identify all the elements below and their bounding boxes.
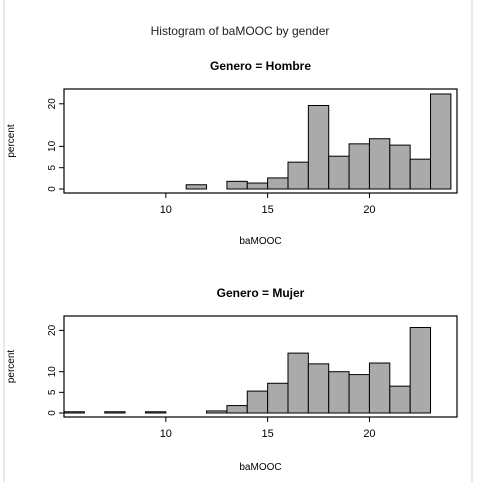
histogram-bar <box>409 158 432 190</box>
x-tick-label: 10 <box>160 428 172 440</box>
y-tick-label: 20 <box>47 324 58 336</box>
x-tick-label: 10 <box>160 204 172 216</box>
histogram-bar <box>328 371 350 414</box>
x-tick-label: 20 <box>363 428 375 440</box>
panel-title: Genero = Mujer <box>217 286 305 300</box>
histogram-bar <box>104 411 126 414</box>
histogram-bar <box>348 374 370 414</box>
histogram-bar <box>246 390 269 414</box>
panel-title: Genero = Hombre <box>210 59 311 73</box>
histogram-bar <box>368 138 391 190</box>
histogram-bar <box>348 143 370 190</box>
y-tick-label: 10 <box>47 366 58 378</box>
y-tick-label: 5 <box>47 164 58 170</box>
histogram-bar <box>328 155 350 190</box>
histogram-bar <box>226 405 248 414</box>
histogram-bar <box>307 363 330 414</box>
histogram-bar <box>307 104 330 190</box>
plot-border <box>63 88 458 194</box>
y-tick-label: 0 <box>47 410 58 416</box>
histogram-bar <box>430 93 452 190</box>
figure-title: Histogram of baMOOC by gender <box>151 24 330 38</box>
y-tick-label: 5 <box>47 389 58 395</box>
histogram-bar <box>409 327 432 414</box>
histogram-bar <box>368 362 391 414</box>
histogram-bar <box>389 385 411 414</box>
y-tick-label: 20 <box>47 98 58 110</box>
histogram-bar <box>63 411 85 414</box>
y-axis-label: percent <box>6 350 17 384</box>
x-tick-label: 20 <box>363 204 375 216</box>
panels: Genero = Hombre 10 15 20 0 5 10 20 percent baMOOC… <box>6 59 458 473</box>
histogram-bar <box>267 177 289 190</box>
histogram-bar <box>144 411 167 414</box>
histogram-bar <box>287 161 309 190</box>
histogram-panel-2: Genero = Mujer 10 15 20 0 5 10 20 percent baMOOC <box>6 286 458 473</box>
y-axis-label: percent <box>6 124 17 158</box>
x-tick-label: 15 <box>262 204 274 216</box>
plot-border <box>63 315 458 418</box>
histogram-bar <box>206 410 228 414</box>
y-tick-label: 10 <box>47 140 58 152</box>
histogram-bar <box>226 180 248 190</box>
y-tick-label: 0 <box>47 186 58 192</box>
histogram-bar <box>267 382 289 414</box>
histogram-bar <box>287 352 309 414</box>
x-axis-label: baMOOC <box>239 236 281 247</box>
histogram-bar <box>389 144 411 190</box>
histogram-bar <box>246 182 269 190</box>
histogram-bar <box>185 184 208 190</box>
x-tick-label: 15 <box>262 428 274 440</box>
histogram-panel-1: Genero = Hombre 10 15 20 0 5 10 20 percent baMOOC <box>6 59 458 247</box>
x-axis-label: baMOOC <box>239 462 281 473</box>
